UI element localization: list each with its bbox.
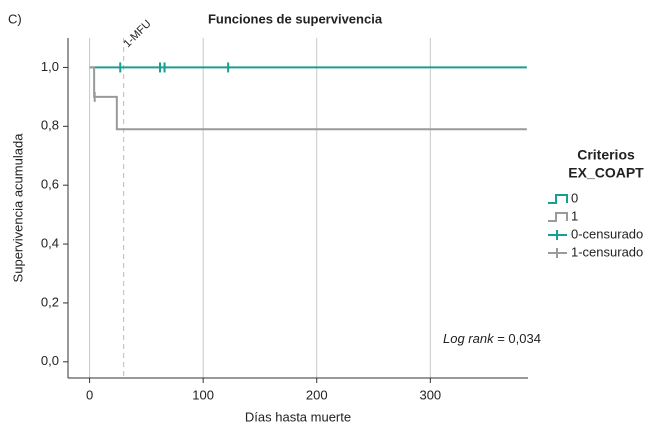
legend-swatch	[548, 212, 568, 222]
y-tick-label: 0,4	[41, 235, 59, 250]
x-tick-label: 0	[86, 387, 93, 402]
legend-swatch	[548, 194, 568, 204]
legend-label: 1-censurado	[571, 244, 643, 259]
reference-label: 1-MFU	[121, 18, 153, 50]
legend-label: 0-censurado	[571, 226, 643, 241]
chart-title: Funciones de supervivencia	[208, 11, 383, 26]
legend-label: 1	[571, 208, 578, 223]
legend-title: Criterios	[577, 147, 635, 163]
survival-curve	[89, 66, 527, 131]
y-tick-label: 0,2	[41, 294, 59, 309]
x-tick-label: 300	[419, 387, 441, 402]
y-tick-label: 1,0	[41, 59, 59, 74]
x-tick-label: 200	[306, 387, 328, 402]
annotation-italic: Log rank	[443, 331, 495, 346]
legend-title: EX_COAPT	[568, 165, 644, 181]
y-tick-label: 0,0	[41, 353, 59, 368]
annotation: Log rank = 0,034	[443, 331, 541, 346]
panel-label: C)	[8, 11, 22, 26]
x-axis-label: Días hasta muerte	[245, 409, 351, 424]
x-tick-label: 100	[192, 387, 214, 402]
y-tick-label: 0,8	[41, 118, 59, 133]
y-axis-label: Supervivencia acumulada	[10, 133, 25, 283]
y-tick-label: 0,6	[41, 177, 59, 192]
legend-label: 0	[571, 190, 578, 205]
annotation-text: = 0,034	[497, 331, 541, 346]
